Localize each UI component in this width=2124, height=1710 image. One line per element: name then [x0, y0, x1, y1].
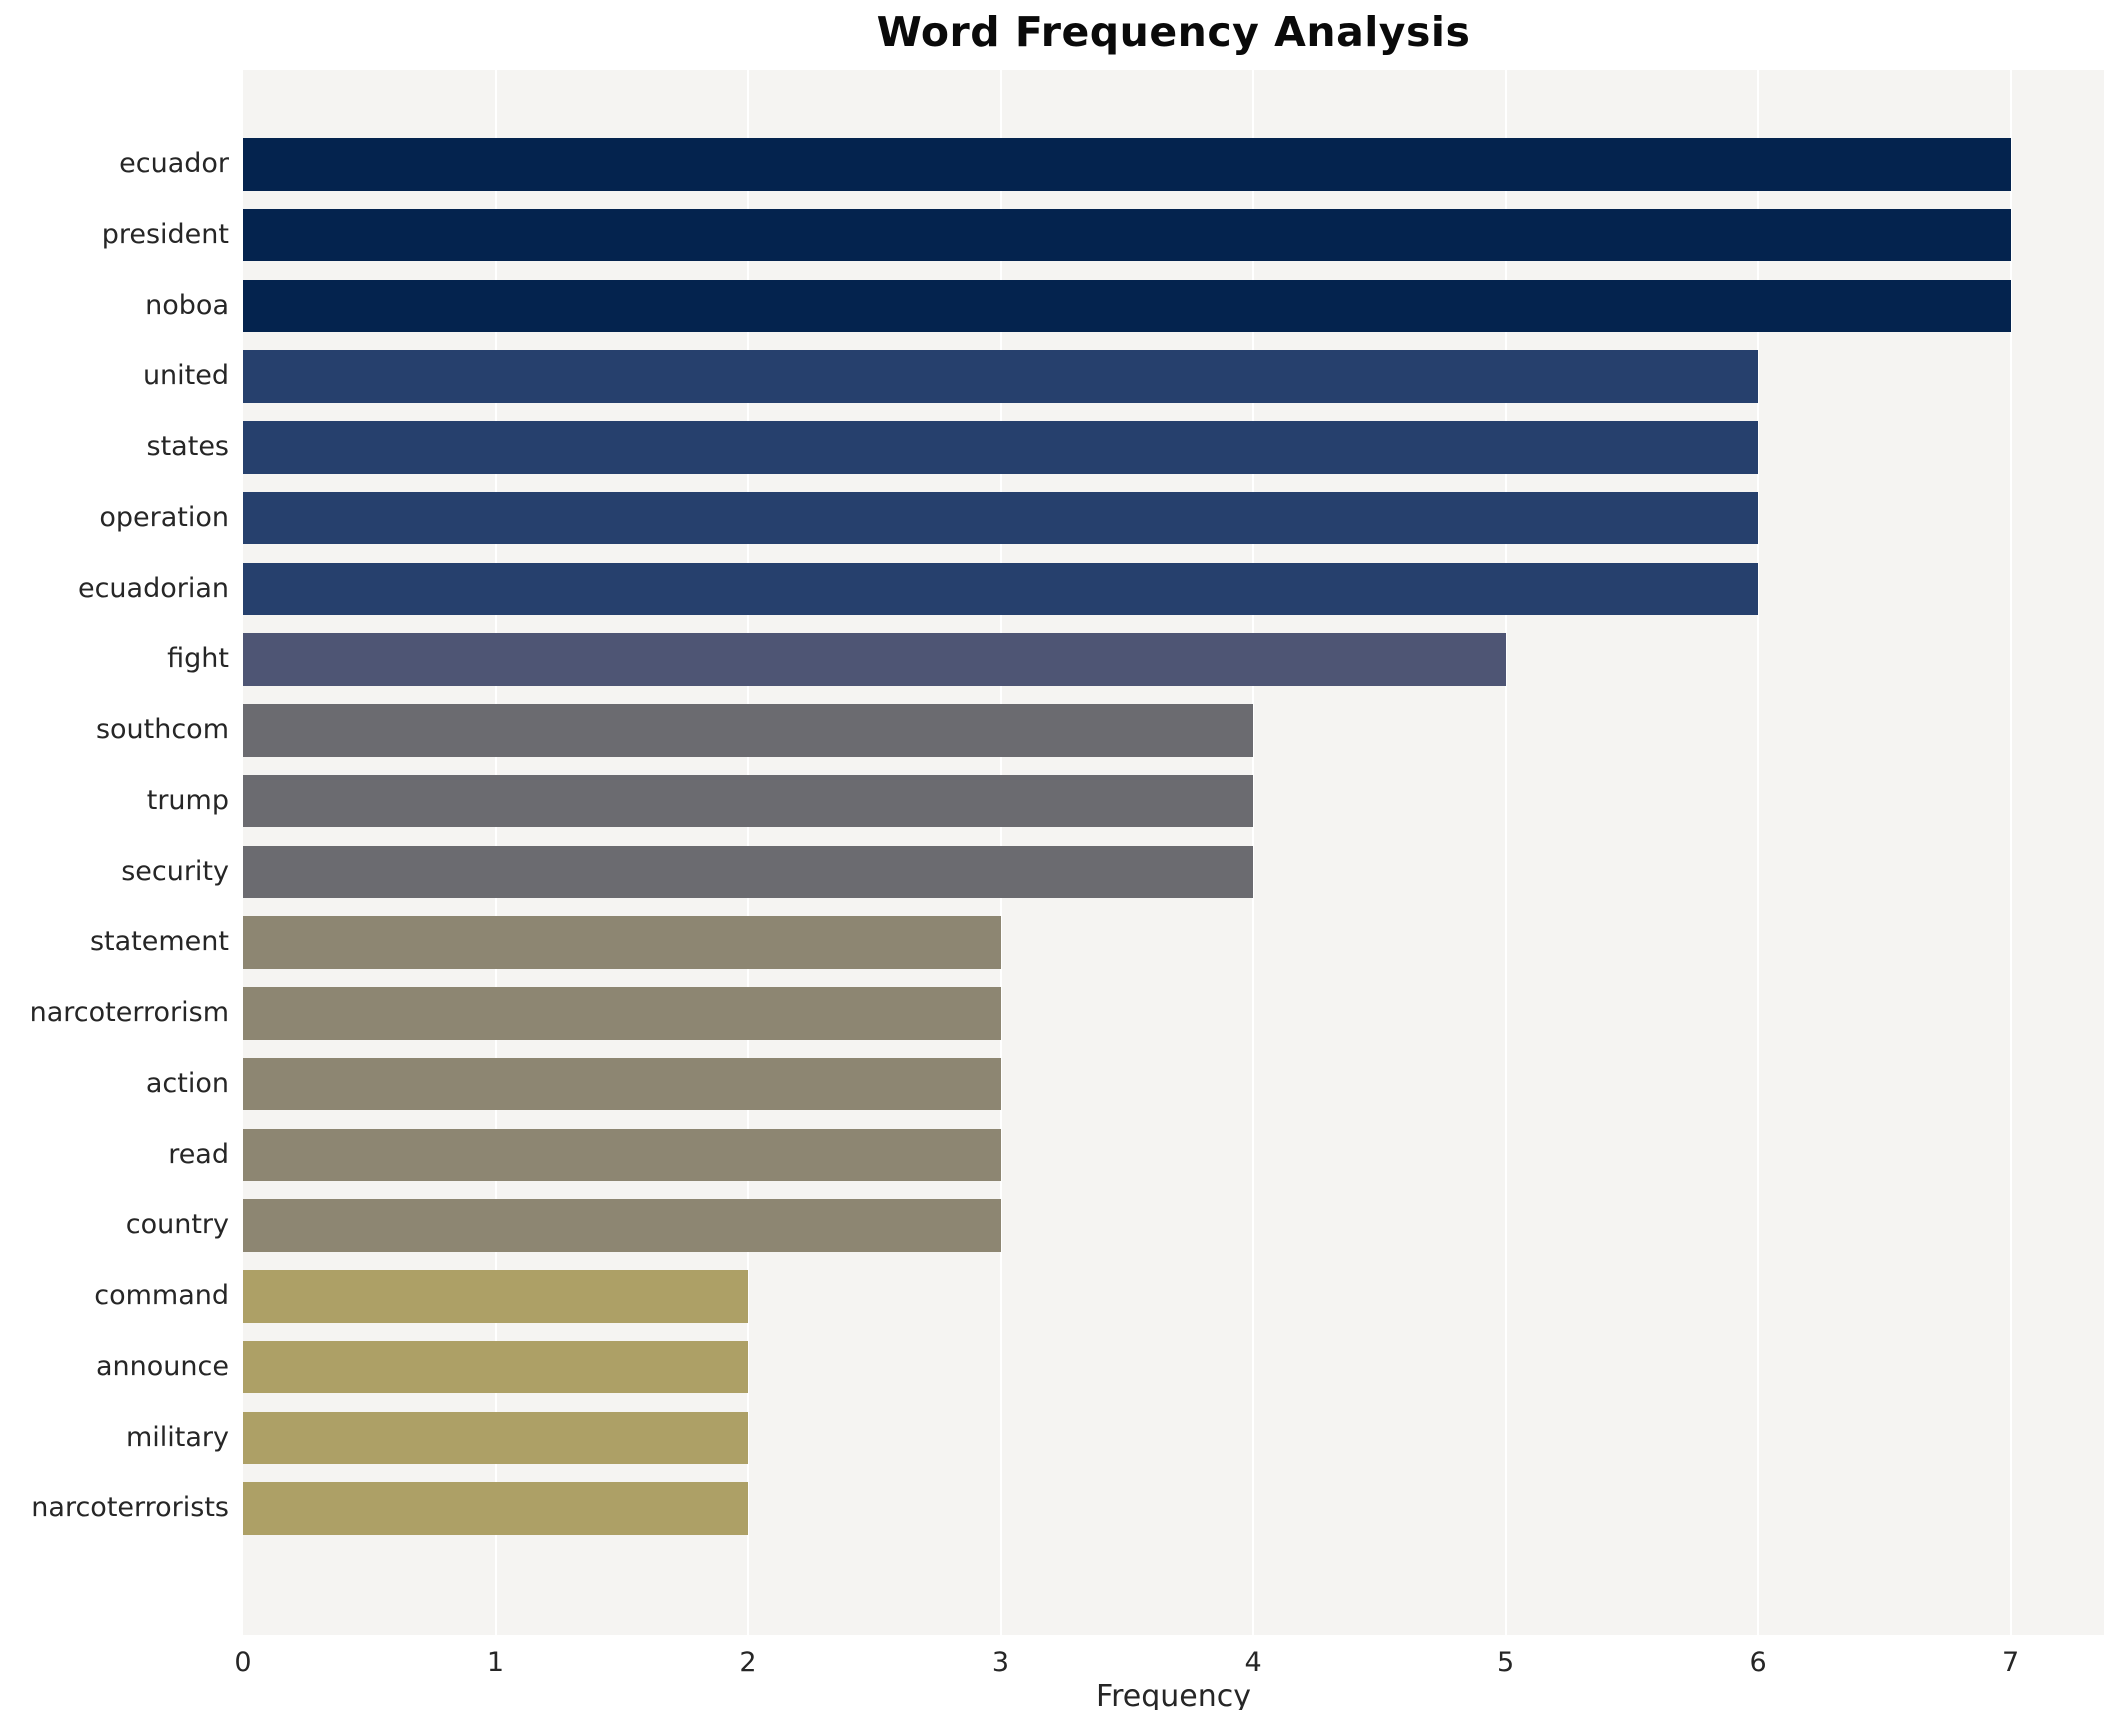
- frequency-bar-military: [243, 1411, 749, 1464]
- bar-rows: ecuador president noboa united states operati…: [0, 138, 2104, 1535]
- frequency-bar-country: [243, 1199, 1001, 1252]
- x-tick-label: 3: [991, 1647, 1010, 1678]
- bar-row: narcoterrorism: [0, 987, 2104, 1040]
- category-label: southcom: [95, 714, 229, 745]
- category-label: narcoterrorism: [29, 997, 229, 1028]
- x-tick-label: 0: [234, 1647, 252, 1678]
- chart-title: Word Frequency Analysis: [876, 8, 1471, 56]
- bar-row: ecuador: [0, 138, 2104, 191]
- bar-track: [243, 1411, 2104, 1464]
- bar-track: [243, 208, 2104, 262]
- gridline: [1252, 70, 1255, 1635]
- bar-track: [243, 704, 2104, 757]
- frequency-bar-read: [243, 1128, 1001, 1181]
- bar-track: [243, 562, 2104, 615]
- bar-track: [243, 987, 2104, 1040]
- frequency-bar-fight: [243, 633, 1506, 686]
- bar-track: [243, 138, 2104, 191]
- bar-row: states: [0, 421, 2104, 474]
- bar-track: [243, 1482, 2104, 1535]
- x-tick-label: 2: [739, 1647, 757, 1678]
- frequency-bar-narcoterrorists: [243, 1482, 749, 1535]
- bar-row: president: [0, 208, 2104, 262]
- bar-row: united: [0, 350, 2104, 403]
- category-label: president: [101, 218, 229, 250]
- bar-track: [243, 279, 2104, 332]
- frequency-bar-states: [243, 421, 1759, 474]
- bar-row: narcoterrorists: [0, 1482, 2104, 1535]
- category-label: read: [168, 1138, 229, 1170]
- frequency-bar-president: [243, 208, 2011, 262]
- bar-row: command: [0, 1270, 2104, 1323]
- x-tick-label: 6: [1749, 1647, 1767, 1678]
- frequency-bar-southcom: [243, 704, 1254, 757]
- bar-track: [243, 1199, 2104, 1252]
- category-label: action: [145, 1067, 229, 1099]
- bar-row: ecuadorian: [0, 562, 2104, 615]
- bar-row: operation: [0, 491, 2104, 545]
- bar-track: [243, 421, 2104, 474]
- gridline: [1504, 70, 1507, 1635]
- bar-track: [243, 633, 2104, 686]
- x-axis-ticks: 0 1 2 3 4 5 6 7: [0, 1647, 2124, 1681]
- category-label: states: [146, 431, 229, 462]
- bar-row: announce: [0, 1340, 2104, 1394]
- frequency-bar-action: [243, 1057, 1001, 1111]
- category-label: security: [121, 855, 229, 887]
- bar-row: country: [0, 1199, 2104, 1252]
- bar-row: trump: [0, 774, 2104, 828]
- bar-row: military: [0, 1411, 2104, 1464]
- category-label: narcoterrorists: [31, 1492, 229, 1524]
- bar-track: [243, 1057, 2104, 1111]
- frequency-bar-security: [243, 845, 1254, 898]
- frequency-bar-announce: [243, 1340, 749, 1394]
- bar-row: southcom: [0, 704, 2104, 757]
- bar-track: [243, 845, 2104, 898]
- bar-row: noboa: [0, 279, 2104, 332]
- frequency-bar-statement: [243, 916, 1001, 969]
- bar-track: [243, 916, 2104, 969]
- category-label: operation: [99, 501, 229, 533]
- category-label: trump: [146, 784, 229, 816]
- gridline: [1757, 70, 1760, 1635]
- category-label: command: [94, 1280, 229, 1311]
- bar-track: [243, 1128, 2104, 1181]
- x-tick-label: 4: [1244, 1647, 1262, 1678]
- category-label: announce: [96, 1350, 229, 1382]
- bar-row: action: [0, 1057, 2104, 1111]
- bar-row: read: [0, 1128, 2104, 1181]
- bar-track: [243, 491, 2104, 545]
- frequency-bar-command: [243, 1270, 749, 1323]
- category-label: ecuadorian: [77, 572, 229, 604]
- bar-track: [243, 1270, 2104, 1323]
- x-axis-label: Frequency: [1096, 1679, 1251, 1710]
- bar-row: statement: [0, 916, 2104, 969]
- bar-track: [243, 774, 2104, 828]
- bar-track: [243, 1340, 2104, 1394]
- frequency-bar-ecuador: [243, 138, 2011, 191]
- frequency-bar-operation: [243, 491, 1759, 545]
- category-label: noboa: [145, 289, 229, 321]
- bar-track: [243, 350, 2104, 403]
- category-label: ecuador: [119, 148, 229, 179]
- x-tick-label: 1: [486, 1647, 505, 1678]
- bar-row: security: [0, 845, 2104, 898]
- frequency-bar-narcoterrorism: [243, 987, 1001, 1040]
- x-tick-label: 7: [2001, 1647, 2020, 1678]
- category-label: country: [125, 1209, 229, 1241]
- category-label: military: [125, 1421, 229, 1453]
- x-tick-label: 5: [1496, 1647, 1515, 1678]
- gridline: [2009, 70, 2012, 1635]
- category-label: statement: [89, 926, 229, 958]
- frequency-bar-trump: [243, 774, 1254, 828]
- category-label: fight: [167, 643, 229, 675]
- frequency-bar-noboa: [243, 279, 2011, 332]
- frequency-bar-ecuadorian: [243, 562, 1759, 615]
- frequency-bar-united: [243, 350, 1759, 403]
- category-label: united: [142, 360, 229, 392]
- bar-row: fight: [0, 633, 2104, 686]
